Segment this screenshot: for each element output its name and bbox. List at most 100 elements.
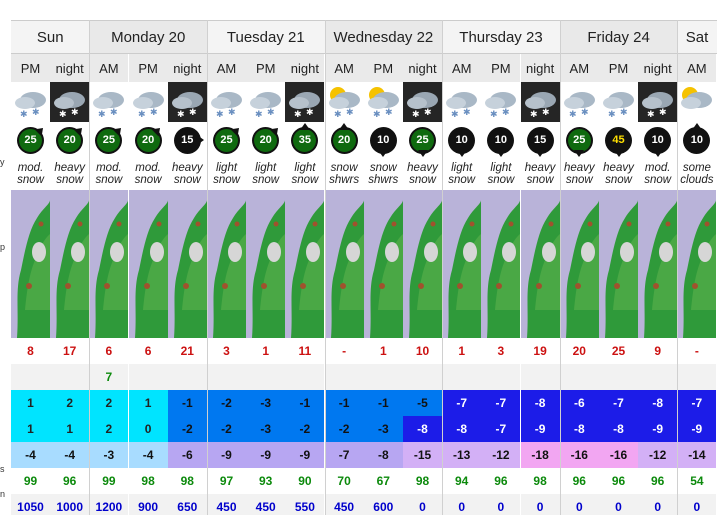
value-text: -7 xyxy=(495,396,507,410)
summary-line: snow xyxy=(173,174,201,186)
value-text: -16 xyxy=(570,448,588,462)
weather-summary: light snow xyxy=(285,158,325,190)
value-text: 0 xyxy=(144,422,152,436)
value-text: 600 xyxy=(373,500,394,514)
freezing-level-value: 1200 xyxy=(89,494,129,515)
summary-line: mod. xyxy=(135,162,161,174)
value-text: -7 xyxy=(338,448,350,462)
snowfall-value: - xyxy=(324,338,364,364)
chill-temp-value: -7 xyxy=(324,442,364,468)
period-label: AM xyxy=(89,54,129,82)
summary-line: snow xyxy=(17,174,44,186)
chill-temp-value: -6 xyxy=(167,442,207,468)
night-snow-cloud-icon: ✱ ✱ xyxy=(50,82,90,122)
min-temp-value: 0 xyxy=(128,416,168,442)
value-text: -9 xyxy=(652,422,664,436)
min-temp-value: 1 xyxy=(11,416,50,442)
svg-text:✱: ✱ xyxy=(463,107,471,117)
value-text: -2 xyxy=(299,422,311,436)
wind-speed-badge: 25 xyxy=(215,128,238,152)
value-text: -3 xyxy=(103,448,115,462)
day-header: Thursday 23 xyxy=(442,20,560,54)
svg-text:✱: ✱ xyxy=(306,107,314,117)
summary-line: snow xyxy=(448,174,476,186)
value-text: 2 xyxy=(105,422,113,436)
svg-text:✱: ✱ xyxy=(530,109,538,119)
svg-text:✱: ✱ xyxy=(490,109,498,119)
wind-cell: 25 xyxy=(403,122,442,158)
value-text: -2 xyxy=(338,422,350,436)
night-snow-cloud-icon: ✱ ✱ xyxy=(403,82,442,122)
chill-temp-value: -12 xyxy=(638,442,678,468)
chill-temp-value: -14 xyxy=(677,442,717,468)
rain-value xyxy=(559,364,599,390)
svg-text:✱: ✱ xyxy=(255,109,263,119)
summary-line: snow xyxy=(605,174,632,186)
wind-speed-badge: 35 xyxy=(293,128,317,152)
rain-value xyxy=(246,364,286,390)
min-temp-value: -9 xyxy=(638,416,678,442)
svg-text:✱: ✱ xyxy=(267,107,275,117)
value-text: -8 xyxy=(573,422,585,436)
day-header: Tuesday 21 xyxy=(207,20,325,54)
wind-speed-badge: 20 xyxy=(136,128,160,152)
value-text: 96 xyxy=(572,474,586,488)
row-label-fragment: s xyxy=(0,464,5,474)
value-text: 96 xyxy=(63,474,77,488)
max-temp-value: -1 xyxy=(363,390,403,416)
summary-line: snow xyxy=(565,174,593,186)
value-text: 6 xyxy=(105,344,113,358)
value-text: -3 xyxy=(260,422,272,436)
value-text: -5 xyxy=(417,396,428,410)
value-text: 1 xyxy=(379,344,387,358)
rain-value xyxy=(677,364,717,390)
value-text: - xyxy=(694,344,699,358)
summary-line: snow xyxy=(369,162,397,174)
snow-map-thumbnail xyxy=(128,190,168,338)
value-text: -8 xyxy=(652,396,664,410)
value-text: 0 xyxy=(693,500,701,514)
day-header: Wednesday 22 xyxy=(324,20,443,54)
summary-line: snow xyxy=(409,174,436,186)
summary-line: shwrs xyxy=(329,174,360,186)
value-text: 0 xyxy=(654,500,662,514)
value-text: 96 xyxy=(611,474,626,488)
summary-line: snow xyxy=(56,174,84,186)
wind-speed-badge: 15 xyxy=(175,128,199,152)
min-temp-value: -8 xyxy=(599,416,638,442)
value-text: -9 xyxy=(299,448,311,462)
summary-line: heavy xyxy=(524,162,556,174)
snowfall-value: 8 xyxy=(11,338,50,364)
summary-line: mod. xyxy=(644,162,671,174)
wind-speed-badge: 10 xyxy=(450,128,474,152)
value-text: -3 xyxy=(260,396,272,410)
snow-map-thumbnail xyxy=(89,190,129,338)
value-text: -1 xyxy=(181,396,193,410)
row-label-fragment: p xyxy=(0,242,6,252)
min-temp-value: -9 xyxy=(677,416,717,442)
day-separator xyxy=(677,20,679,515)
freezing-level-value: 900 xyxy=(128,494,168,515)
summary-line: snow xyxy=(134,174,162,186)
min-temp-value: -9 xyxy=(520,416,560,442)
value-text: 98 xyxy=(141,474,155,488)
min-temp-value: -2 xyxy=(324,416,364,442)
weather-summary: heavy snow xyxy=(520,158,560,190)
snowfall-value: 9 xyxy=(638,338,678,364)
summary-line: heavy xyxy=(603,162,634,174)
wind-speed-badge: 45 xyxy=(607,128,630,152)
chill-temp-value: -4 xyxy=(50,442,90,468)
value-text: -7 xyxy=(495,422,507,436)
weather-summary: light snow xyxy=(207,158,246,190)
value-text: -8 xyxy=(534,396,546,410)
summary-line: snow xyxy=(526,174,554,186)
weather-summary: mod. snow xyxy=(128,158,168,190)
snowfall-value: 3 xyxy=(481,338,521,364)
humidity-value: 98 xyxy=(167,468,207,494)
snow-map-thumbnail xyxy=(481,190,521,338)
wind-cell: 10 xyxy=(363,122,403,158)
svg-text:✱: ✱ xyxy=(569,109,577,119)
wind-speed-badge: 15 xyxy=(528,128,552,152)
summary-line: snow xyxy=(330,162,358,174)
rain-value xyxy=(207,364,246,390)
